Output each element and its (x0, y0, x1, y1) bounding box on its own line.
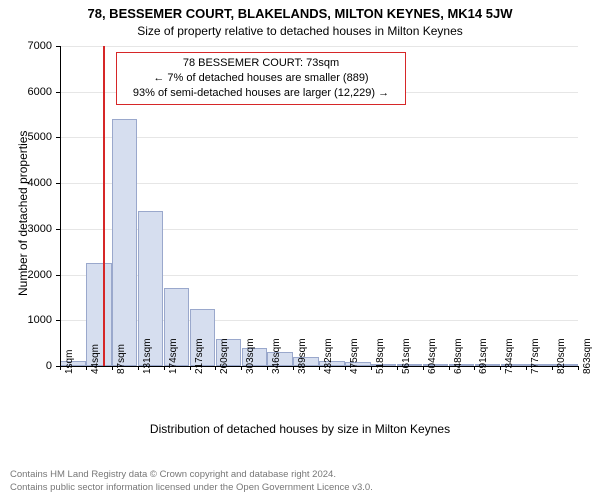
footer: Contains HM Land Registry data © Crown c… (10, 469, 373, 494)
y-tick-label: 3000 (12, 223, 52, 235)
y-tick-label: 4000 (12, 177, 52, 189)
x-tick-label: 44sqm (90, 344, 101, 374)
chart-subtitle: Size of property relative to detached ho… (0, 24, 600, 38)
x-tick-label: 1sqm (64, 350, 75, 374)
x-tick-label: 518sqm (375, 338, 386, 374)
y-tick-label: 2000 (12, 269, 52, 281)
info-line3: 93% of semi-detached houses are larger (… (125, 86, 397, 101)
histogram-bar (112, 119, 137, 366)
x-axis-line (60, 366, 578, 367)
x-tick-label: 87sqm (116, 344, 127, 374)
footer-line1: Contains HM Land Registry data © Crown c… (10, 469, 373, 481)
x-tick-label: 131sqm (142, 338, 153, 374)
x-tick-label: 691sqm (478, 338, 489, 374)
y-tick-label: 0 (12, 360, 52, 372)
x-tick (578, 366, 579, 370)
x-tick-label: 863sqm (582, 338, 593, 374)
info-line1: 78 BESSEMER COURT: 73sqm (125, 56, 397, 71)
x-tick-label: 346sqm (271, 338, 282, 374)
x-tick-label: 820sqm (556, 338, 567, 374)
gridline (60, 137, 578, 138)
x-tick-label: 389sqm (297, 338, 308, 374)
y-axis-line (60, 46, 61, 366)
x-tick-label: 777sqm (530, 338, 541, 374)
x-tick-label: 604sqm (427, 338, 438, 374)
gridline (60, 46, 578, 47)
x-tick-label: 260sqm (219, 338, 230, 374)
x-axis-label: Distribution of detached houses by size … (0, 422, 600, 436)
y-tick-label: 5000 (12, 131, 52, 143)
y-tick-label: 1000 (12, 314, 52, 326)
x-tick-label: 734sqm (504, 338, 515, 374)
gridline (60, 183, 578, 184)
marker-line (103, 46, 105, 366)
x-tick-label: 303sqm (245, 338, 256, 374)
info-box: 78 BESSEMER COURT: 73sqm← 7% of detached… (116, 52, 406, 105)
y-tick-label: 6000 (12, 86, 52, 98)
y-tick-label: 7000 (12, 40, 52, 52)
chart-container: 78, BESSEMER COURT, BLAKELANDS, MILTON K… (0, 0, 600, 500)
info-line2: ← 7% of detached houses are smaller (889… (125, 71, 397, 86)
chart-title: 78, BESSEMER COURT, BLAKELANDS, MILTON K… (0, 6, 600, 21)
x-tick-label: 174sqm (168, 338, 179, 374)
x-tick-label: 475sqm (349, 338, 360, 374)
x-tick-label: 561sqm (401, 338, 412, 374)
footer-line2: Contains public sector information licen… (10, 482, 373, 494)
x-tick-label: 217sqm (194, 338, 205, 374)
x-tick-label: 432sqm (323, 338, 334, 374)
x-tick-label: 648sqm (453, 338, 464, 374)
